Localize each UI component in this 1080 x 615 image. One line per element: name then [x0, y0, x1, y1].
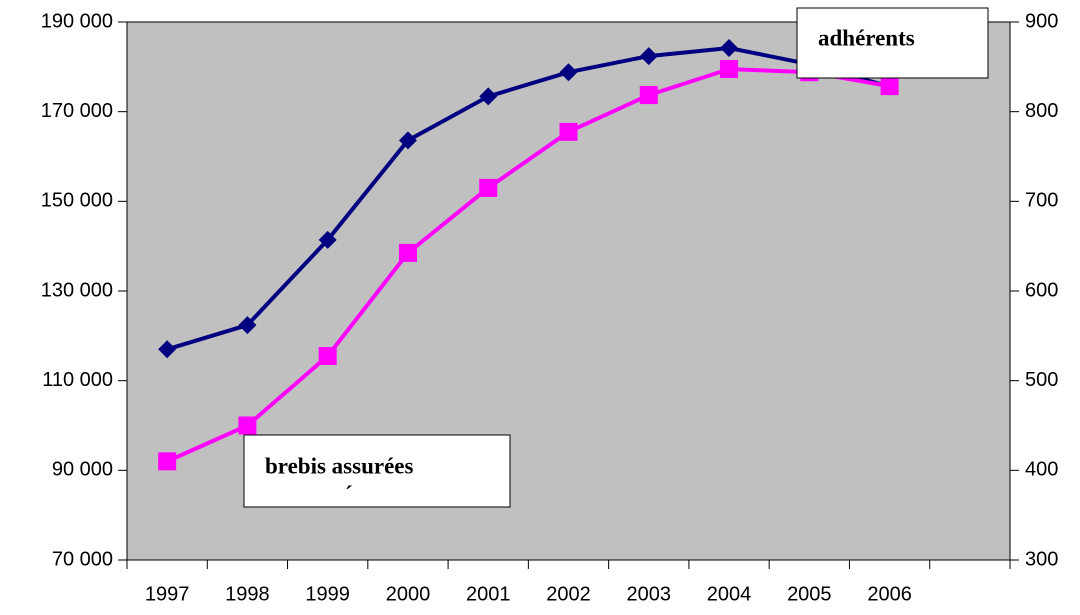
marker — [720, 39, 739, 58]
series-line — [166, 67, 890, 464]
y2-tick-label: 300 — [1025, 548, 1058, 570]
y-tick-label: 70 000 — [52, 548, 113, 570]
y2-tick-label: 600 — [1025, 279, 1058, 301]
marker — [479, 178, 498, 197]
marker — [318, 347, 337, 366]
x-tick-label: 2005 — [787, 583, 832, 605]
marker — [720, 60, 739, 79]
label-box — [796, 7, 989, 79]
marker — [238, 316, 257, 335]
x-tick-label: 1997 — [145, 583, 190, 605]
y-tick-label: 150 000 — [41, 190, 113, 212]
y2-tick-label: 400 — [1025, 459, 1058, 481]
series-label: adhérents — [818, 25, 915, 50]
x-tick-label: 2002 — [546, 583, 591, 605]
series-line — [166, 45, 891, 352]
label-box — [243, 434, 511, 508]
x-tick-label: 2001 — [466, 583, 511, 605]
marker — [238, 416, 257, 435]
marker — [158, 340, 177, 359]
y2-tick-label: 500 — [1025, 369, 1058, 391]
x-tick-label: 2004 — [707, 583, 752, 605]
marker — [158, 452, 177, 471]
y-tick-label: 130 000 — [41, 279, 113, 301]
marker — [559, 122, 578, 141]
y2-tick-label: 800 — [1025, 100, 1058, 122]
y-tick-label: 110 000 — [42, 369, 113, 391]
marker — [398, 131, 417, 150]
y-tick-label: 170 000 — [41, 100, 113, 122]
marker — [479, 87, 498, 106]
y-tick-label: 190 000 — [41, 10, 113, 32]
marker — [880, 77, 899, 96]
marker — [318, 230, 337, 249]
x-tick-label: 2006 — [867, 583, 912, 605]
y2-tick-label: 900 — [1025, 10, 1058, 32]
annotation: ´ — [345, 481, 353, 506]
x-tick-label: 2003 — [627, 583, 672, 605]
marker — [639, 86, 658, 105]
x-tick-label: 1998 — [225, 583, 270, 605]
marker — [559, 63, 578, 82]
y-tick-label: 90 000 — [52, 459, 113, 481]
marker — [398, 243, 417, 262]
y2-tick-label: 700 — [1025, 190, 1058, 212]
series-label: brebis assurées — [265, 453, 413, 478]
x-tick-label: 2000 — [386, 583, 431, 605]
x-tick-label: 1999 — [305, 583, 350, 605]
marker — [639, 47, 658, 66]
